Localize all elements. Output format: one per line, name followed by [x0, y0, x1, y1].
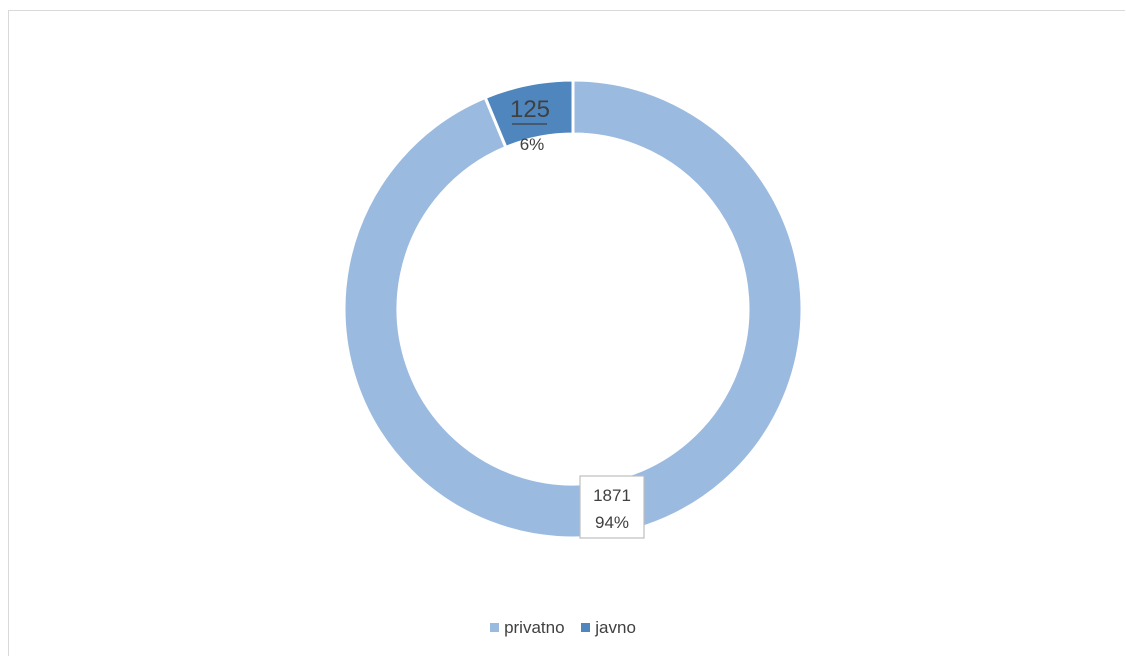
data-label-value-javno: 125 [510, 96, 550, 123]
data-label-percent-privatno: 94% [595, 513, 629, 532]
legend-swatch-javno [581, 623, 591, 632]
legend-swatch-privatno [490, 623, 500, 632]
data-label-box-privatno [579, 475, 645, 539]
slice-privatno [342, 78, 804, 540]
legend-item-privatno: privatno [490, 617, 565, 638]
legend-label-javno: javno [595, 617, 636, 637]
legend-item-javno: javno [581, 618, 636, 638]
legend-label-privatno: privatno [504, 617, 565, 637]
data-label-value-privatno: 1871 [593, 486, 631, 505]
chart-area [8, 10, 1125, 656]
legend: privatno javno [0, 617, 1126, 638]
slice-javno [483, 78, 575, 150]
data-label-percent-javno: 6% [520, 135, 545, 154]
